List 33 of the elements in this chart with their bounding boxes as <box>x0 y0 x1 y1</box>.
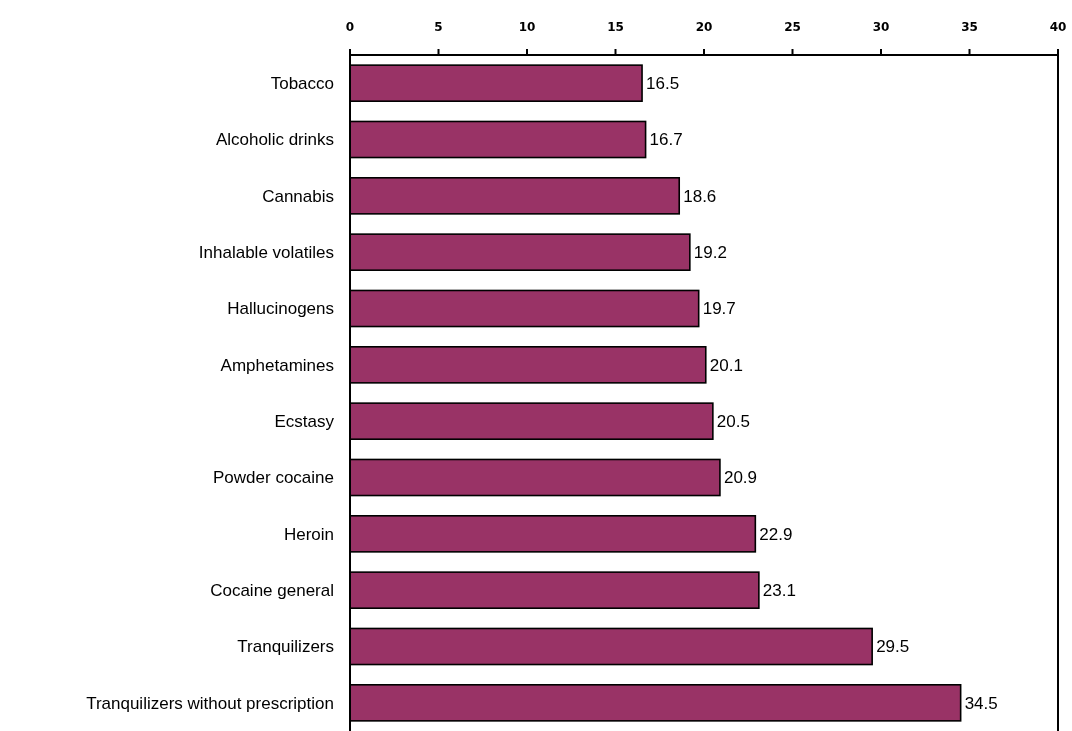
data-label: 34.5 <box>964 693 998 713</box>
x-tick-label: 0 <box>345 20 355 35</box>
x-tick-label: 20 <box>695 20 713 35</box>
data-label: 29.5 <box>876 637 910 657</box>
data-label: 22.9 <box>759 524 793 544</box>
data-label: 20.5 <box>716 412 750 432</box>
y-tick-label: Hallucinogens <box>227 299 334 319</box>
data-label: 16.7 <box>649 130 683 150</box>
data-label: 18.6 <box>683 186 717 206</box>
y-tick-label: Amphetamines <box>220 355 334 375</box>
x-tick-label: 35 <box>961 20 978 35</box>
y-tick-label: Tranquilizers <box>237 637 334 657</box>
data-label: 16.5 <box>646 74 680 94</box>
data-label: 19.2 <box>693 243 727 263</box>
x-tick-label: 40 <box>1049 20 1067 35</box>
y-tick-label: Inhalable volatiles <box>198 243 334 263</box>
data-label: 20.1 <box>709 355 743 375</box>
data-label: 23.1 <box>762 581 796 601</box>
y-tick-label: Tobacco <box>270 74 334 94</box>
y-tick-label: Powder cocaine <box>213 468 334 488</box>
data-label: 19.7 <box>702 299 736 319</box>
y-tick-label: Cannabis <box>262 186 334 206</box>
x-tick-label: 25 <box>784 20 801 35</box>
y-tick-label: Heroin <box>283 524 334 544</box>
y-tick-label: Tranquilizers without prescription <box>86 693 334 713</box>
data-label: 20.9 <box>723 468 758 488</box>
x-tick-label: 5 <box>434 20 443 35</box>
y-tick-label: Ecstasy <box>274 412 335 432</box>
y-tick-label: Alcoholic drinks <box>215 130 334 150</box>
x-tick-label: 15 <box>607 20 624 35</box>
x-tick-label: 30 <box>872 20 890 35</box>
x-tick-label: 10 <box>518 20 536 35</box>
y-tick-label: Cocaine general <box>210 581 334 601</box>
